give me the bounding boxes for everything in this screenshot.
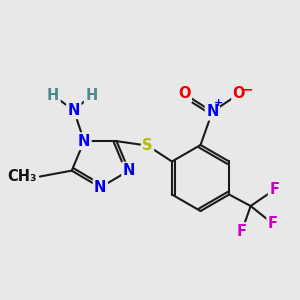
Text: F: F [268, 216, 278, 231]
Text: N: N [94, 180, 106, 195]
Text: N: N [123, 163, 135, 178]
Text: F: F [269, 182, 279, 197]
Text: F: F [237, 224, 247, 238]
Text: N: N [206, 104, 218, 119]
Text: −: − [242, 82, 254, 97]
Text: H: H [47, 88, 59, 103]
Text: H: H [85, 88, 98, 103]
Text: N: N [68, 103, 80, 118]
Text: N: N [78, 134, 90, 149]
Text: CH₃: CH₃ [8, 169, 37, 184]
Text: S: S [142, 138, 153, 153]
Text: O: O [232, 86, 245, 101]
Text: +: + [214, 98, 224, 108]
Text: O: O [178, 86, 190, 101]
